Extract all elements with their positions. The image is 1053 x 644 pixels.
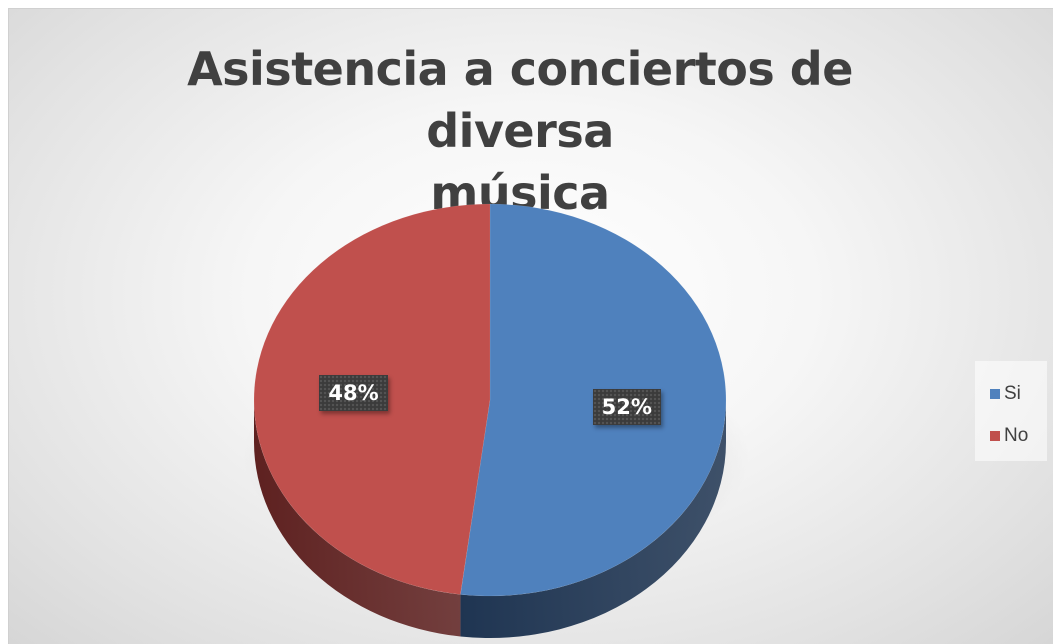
data-label-no: 48% <box>319 374 388 411</box>
legend-swatch-no <box>990 431 1000 441</box>
legend-item-si: Si <box>990 383 1021 405</box>
chart-title: Asistencia a conciertos de diversa músic… <box>120 38 920 224</box>
chart-title-line-1: Asistencia a conciertos de diversa <box>187 42 853 158</box>
legend-swatch-si <box>990 389 1000 399</box>
legend: Si No <box>975 361 1047 461</box>
legend-item-no: No <box>990 425 1028 447</box>
pie-side-no <box>254 400 461 637</box>
data-label-si: 52% <box>592 389 661 426</box>
legend-label-no: No <box>1004 425 1029 446</box>
legend-label-si: Si <box>1004 383 1021 404</box>
pie-side-si <box>460 400 726 638</box>
